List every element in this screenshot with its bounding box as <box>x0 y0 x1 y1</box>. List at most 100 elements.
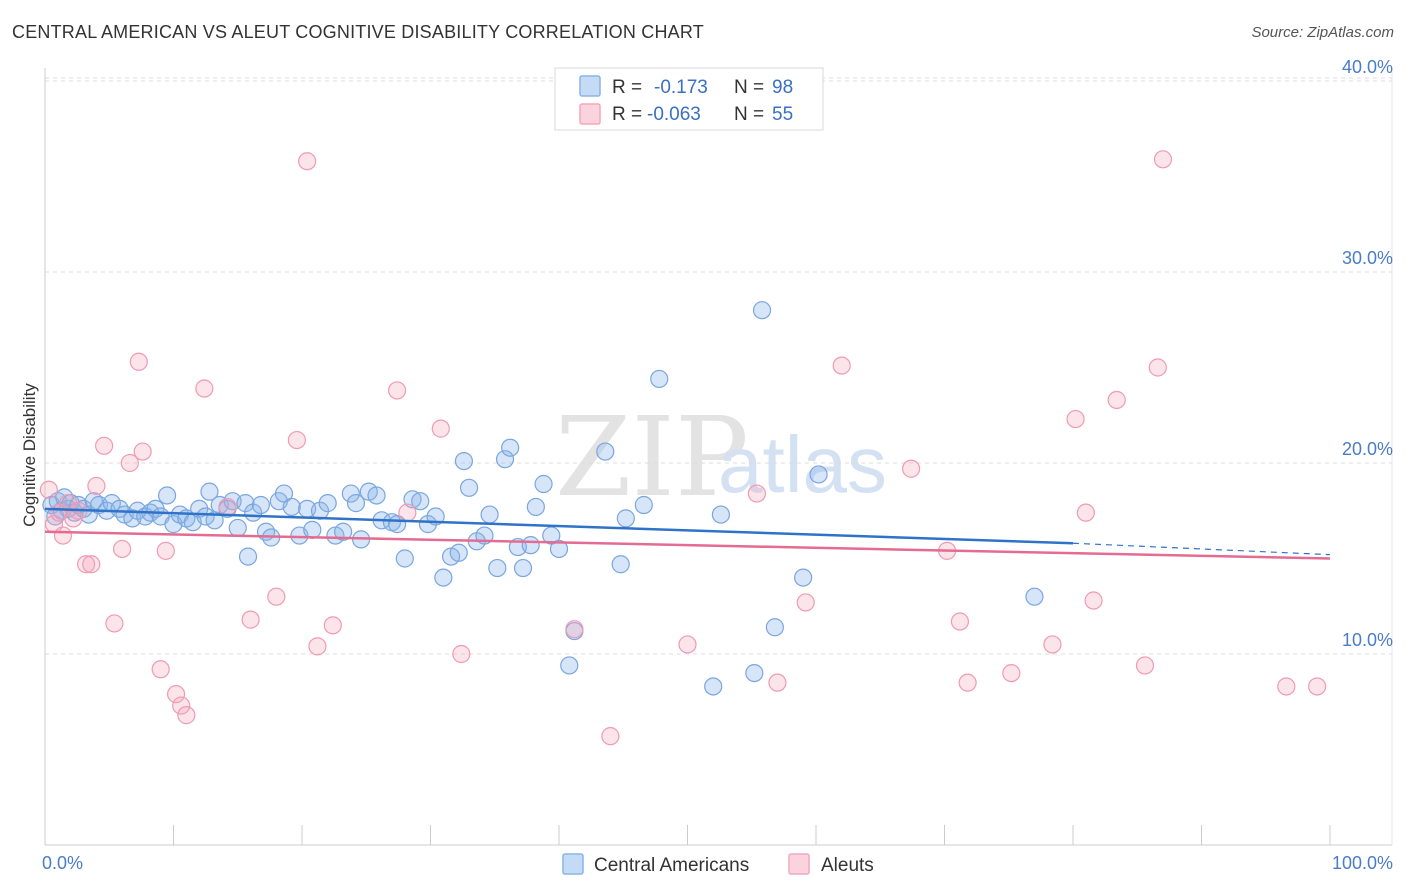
bottom-legend-label-central-americans: Central Americans <box>594 855 749 876</box>
central-americans-point <box>346 494 366 513</box>
legend-r-value-0: -0.173 <box>654 77 708 98</box>
aleuts-point <box>151 660 170 679</box>
aleuts-point <box>747 484 766 503</box>
central-americans-point <box>367 486 386 505</box>
x-tick-label-max: 100.0% <box>1332 853 1393 873</box>
aleuts-point <box>950 612 970 631</box>
central-americans-trend-extension <box>1072 542 1331 556</box>
aleuts-point <box>431 419 450 438</box>
legend-r-value-1: -0.063 <box>647 104 701 125</box>
central-americans-point <box>549 539 569 559</box>
central-americans-point <box>560 656 579 675</box>
aleuts-point <box>387 381 407 400</box>
central-americans-point <box>228 518 247 538</box>
bottom-legend-swatch-pink <box>788 853 810 875</box>
aleuts-point <box>796 593 815 612</box>
central-americans-point <box>650 369 669 389</box>
correlation-legend: R = -0.173 N = 98 R = -0.063 N = 55 <box>554 67 824 131</box>
aleuts-point <box>133 442 152 461</box>
central-americans-point <box>282 497 301 517</box>
legend-n-value-1: 55 <box>772 104 793 125</box>
aleuts-point <box>166 685 186 704</box>
y-tick-label: 20.0% <box>1342 439 1393 459</box>
central-americans-point <box>395 549 414 568</box>
aleuts-point <box>1135 656 1155 675</box>
bottom-legend-swatch-blue <box>562 853 584 875</box>
aleuts-point <box>832 356 851 375</box>
central-americans-point <box>521 536 540 555</box>
aleuts-point <box>901 459 921 478</box>
central-americans-point <box>411 492 430 511</box>
legend-swatch-blue <box>579 75 601 97</box>
aleuts-point <box>177 706 196 725</box>
aleuts-point <box>1277 677 1296 696</box>
central-americans-point <box>711 505 731 524</box>
series-legend: Central Americans Aleuts <box>562 853 874 876</box>
central-americans-point <box>752 301 772 320</box>
aleuts-point <box>112 539 132 559</box>
central-americans-point <box>434 568 453 587</box>
aleuts-point <box>1076 503 1095 522</box>
aleuts-point <box>398 503 417 522</box>
aleuts-point <box>287 430 306 450</box>
central-americans-point <box>809 465 828 484</box>
aleuts-point <box>565 620 584 639</box>
central-americans-point <box>236 494 255 513</box>
central-americans-point <box>274 484 294 503</box>
aleuts-point <box>39 480 58 499</box>
aleuts-point <box>323 616 342 635</box>
aleuts-point <box>156 541 175 560</box>
legend-r-label-1: R = <box>612 104 642 125</box>
central-americans-point <box>449 543 468 562</box>
central-americans-point <box>765 618 784 637</box>
central-americans-point <box>526 497 545 517</box>
aleuts-point <box>172 696 191 715</box>
y-tick-label: 10.0% <box>1342 630 1393 650</box>
gridlines <box>45 77 1392 655</box>
tick-labels: 10.0% 20.0% 30.0% 40.0% 0.0% 100.0% <box>42 57 1393 873</box>
central-americans-point <box>334 522 353 541</box>
aleuts-point <box>1002 663 1021 683</box>
central-americans-point <box>454 451 474 471</box>
aleuts-point <box>241 610 260 629</box>
y-axis-label: Cognitive Disability <box>20 383 39 527</box>
aleuts-point <box>601 727 620 746</box>
central-americans-point <box>634 495 653 515</box>
aleuts-point <box>452 644 471 664</box>
central-americans-point <box>303 520 322 539</box>
aleuts-point <box>87 476 106 496</box>
aleuts-point <box>77 555 96 574</box>
aleuts-point <box>1153 150 1173 169</box>
legend-n-label-1: N = <box>734 104 764 125</box>
central-americans-point <box>534 474 553 494</box>
aleuts-point <box>129 352 148 371</box>
watermark-zip: ZIP <box>555 393 749 521</box>
aleuts-points <box>39 150 1327 746</box>
bottom-legend-label-aleuts: Aleuts <box>821 855 874 876</box>
central-americans-point <box>488 558 507 578</box>
chart-title: CENTRAL AMERICAN VS ALEUT COGNITIVE DISA… <box>12 22 704 42</box>
x-tick-label-min: 0.0% <box>42 853 83 873</box>
central-americans-point <box>418 515 438 534</box>
central-americans-point <box>794 568 813 587</box>
central-americans-point <box>157 486 177 505</box>
central-americans-point <box>480 505 499 524</box>
central-americans-point <box>542 526 561 545</box>
central-americans-point <box>704 677 723 696</box>
central-americans-point <box>616 509 635 528</box>
central-americans-point <box>200 482 219 501</box>
aleuts-point <box>1084 591 1103 610</box>
central-americans-point <box>501 438 520 457</box>
axes <box>44 68 1393 846</box>
aleuts-point <box>1107 390 1126 410</box>
central-americans-point <box>513 558 533 578</box>
aleuts-point <box>53 526 73 545</box>
legend-n-value-0: 98 <box>772 77 793 98</box>
aleuts-point <box>195 379 214 398</box>
legend-n-label-0: N = <box>734 77 764 98</box>
trend-lines <box>44 507 1331 560</box>
central-americans-point <box>495 450 515 469</box>
aleuts-point <box>1148 358 1167 377</box>
central-americans-point <box>745 663 764 683</box>
